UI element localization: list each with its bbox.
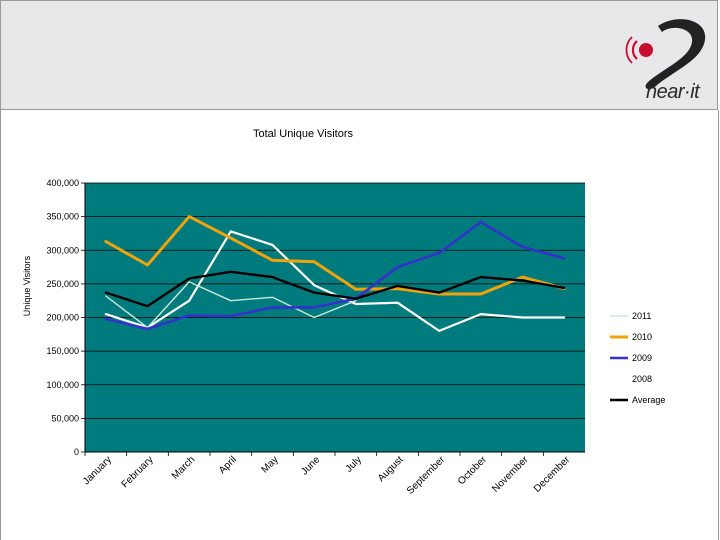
x-tick-label: April <box>217 454 239 476</box>
y-tick-label: 50,000 <box>51 413 79 423</box>
legend-label-2008: 2008 <box>632 374 652 384</box>
y-tick-label: 100,000 <box>46 380 79 390</box>
legend-label-average: Average <box>632 395 665 405</box>
logo-text: hear·it <box>646 81 700 103</box>
logo-ear-shape <box>645 19 706 89</box>
legend-label-2009: 2009 <box>632 353 652 363</box>
y-tick-label: 250,000 <box>46 279 79 289</box>
y-tick-label: 0 <box>74 447 79 457</box>
legend-label-2010: 2010 <box>632 332 652 342</box>
x-tick-label: August <box>376 454 406 484</box>
x-tick-label: May <box>259 454 280 475</box>
x-tick-label: March <box>170 454 197 481</box>
slide-header <box>0 0 718 110</box>
logo-dot <box>639 43 653 57</box>
series-line-average <box>104 270 566 308</box>
logo-arc-outer <box>625 36 633 64</box>
y-axis-label: Unique Visitors <box>22 255 32 316</box>
slide-body-frame <box>0 110 719 540</box>
legend-label-2011: 2011 <box>632 311 651 321</box>
x-tick-label: January <box>81 454 114 487</box>
x-tick-label: September <box>405 454 448 497</box>
y-tick-label: 200,000 <box>46 313 79 323</box>
series-line-2010 <box>104 215 566 296</box>
y-tick-label: 300,000 <box>46 245 79 255</box>
chart-title: Total Unique Visitors <box>253 128 354 140</box>
hear-it-logo-icon <box>625 19 706 89</box>
series-line-2009 <box>104 220 566 331</box>
plot-area: 0 50,000 100,000 150,000 200,000 250,000 300,0… <box>46 178 585 497</box>
x-tick-label: October <box>456 454 489 487</box>
chart-legend: 2011 2010 2009 2008 Average <box>610 311 665 405</box>
y-tick-label: 150,000 <box>46 346 79 356</box>
x-tick-label: December <box>532 454 573 495</box>
x-tick-label: November <box>490 454 531 495</box>
x-tick-label: July <box>344 454 364 474</box>
logo-arc-inner <box>631 40 638 60</box>
y-tick-label: 350,000 <box>46 212 79 222</box>
x-tick-label: June <box>299 454 322 477</box>
y-tick-label: 400,000 <box>46 178 79 188</box>
x-tick-label: February <box>120 454 156 490</box>
